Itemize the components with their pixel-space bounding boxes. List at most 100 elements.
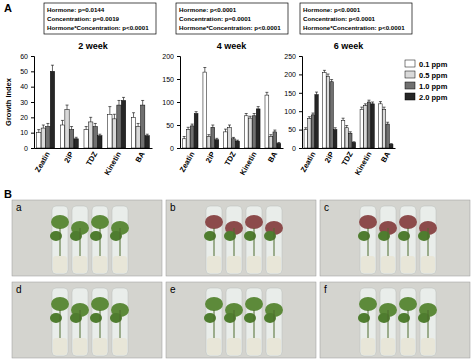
bar bbox=[211, 127, 215, 148]
error-bar bbox=[277, 142, 280, 144]
error-bar bbox=[61, 120, 64, 125]
tick-mark bbox=[299, 93, 302, 94]
tick-mark bbox=[31, 148, 34, 149]
error-bar bbox=[211, 125, 214, 127]
error-bar bbox=[379, 102, 382, 104]
tick-label: 20 bbox=[20, 114, 28, 121]
tick-label: 250 bbox=[284, 53, 296, 60]
legend-label: 0.5 ppm bbox=[419, 71, 448, 80]
error-bar bbox=[311, 113, 314, 115]
error-bar bbox=[352, 141, 355, 143]
medium bbox=[113, 338, 127, 355]
bar bbox=[326, 76, 329, 148]
error-bar bbox=[386, 122, 389, 124]
bar bbox=[341, 120, 344, 148]
stem bbox=[428, 228, 429, 256]
bar bbox=[390, 144, 393, 148]
error-bar bbox=[228, 125, 231, 127]
tick: 0 bbox=[24, 145, 34, 152]
tick-label: 150 bbox=[162, 76, 174, 83]
bar bbox=[136, 127, 140, 148]
bar bbox=[93, 127, 97, 148]
bar bbox=[244, 116, 248, 148]
chart: Hormone: p=0.0144Concentration: p=0.0019… bbox=[4, 3, 156, 177]
tick-mark bbox=[177, 125, 180, 126]
tick-mark bbox=[177, 102, 180, 103]
bar bbox=[386, 124, 389, 148]
tick-label: 2iP bbox=[323, 150, 336, 164]
tick: 60 bbox=[20, 53, 34, 60]
error-bar bbox=[269, 135, 272, 137]
medium bbox=[93, 338, 107, 355]
bar bbox=[50, 71, 54, 148]
plot: 0102030405060Zeatin2iPTDZKinetinBA bbox=[20, 53, 152, 177]
medium bbox=[247, 256, 261, 273]
tick-label: 0 bbox=[24, 145, 28, 152]
plant bbox=[359, 215, 377, 229]
tick-label: Zeatin bbox=[178, 150, 197, 174]
tick-label: BA bbox=[379, 150, 393, 164]
tick-label: 200 bbox=[162, 53, 174, 60]
tick-label: 30 bbox=[20, 99, 28, 106]
tick: Zeatin bbox=[299, 150, 318, 174]
stem bbox=[368, 228, 369, 256]
tick: 150 bbox=[162, 76, 180, 83]
bar bbox=[74, 139, 78, 148]
bar bbox=[349, 133, 352, 148]
error-bar bbox=[141, 100, 144, 105]
bar bbox=[382, 109, 385, 148]
error-bar bbox=[117, 100, 120, 105]
tick: 2iP bbox=[323, 150, 336, 164]
tick-mark bbox=[31, 102, 34, 103]
tick-mark bbox=[177, 79, 180, 80]
legend-label: 1.0 ppm bbox=[419, 82, 448, 91]
chart: Hormone: p<0.0001Concentration: p=0.0001… bbox=[162, 3, 288, 177]
axis-line bbox=[181, 148, 284, 149]
medium bbox=[401, 338, 415, 355]
tick-mark bbox=[31, 117, 34, 118]
photo-label: a bbox=[16, 202, 22, 213]
bar bbox=[352, 142, 355, 148]
legend-swatch bbox=[405, 82, 415, 89]
photo-background bbox=[320, 282, 470, 358]
bar bbox=[224, 132, 228, 148]
error-bar bbox=[349, 132, 352, 133]
stem bbox=[368, 310, 369, 338]
tick-mark bbox=[299, 74, 302, 75]
stem bbox=[254, 310, 255, 338]
bar bbox=[232, 139, 236, 148]
tick: 40 bbox=[20, 83, 34, 90]
x-axis: Zeatin2iPTDZKinetinBA bbox=[299, 149, 396, 177]
bar bbox=[304, 130, 307, 148]
bar bbox=[46, 127, 50, 148]
tick-mark bbox=[299, 130, 302, 131]
tick-label: 2iP bbox=[62, 150, 75, 164]
tick-label: 0 bbox=[292, 145, 296, 152]
stem bbox=[100, 228, 101, 256]
tick-label: 50 bbox=[166, 122, 174, 129]
bar bbox=[131, 117, 135, 148]
bar bbox=[145, 136, 149, 148]
bar bbox=[69, 130, 73, 148]
bar bbox=[277, 143, 281, 148]
error-bar bbox=[315, 92, 318, 95]
photo-label: b bbox=[170, 202, 176, 213]
error-bar bbox=[308, 117, 311, 119]
photo: e bbox=[166, 282, 316, 358]
tick-label: Zeatin bbox=[299, 150, 318, 174]
stat-box bbox=[176, 3, 288, 34]
error-bar bbox=[265, 92, 268, 95]
plant bbox=[205, 215, 223, 229]
annotation: Hormone*Concentration: p<0.0001 bbox=[47, 24, 149, 31]
medium bbox=[93, 256, 107, 273]
photo: c bbox=[320, 200, 470, 276]
stem bbox=[100, 310, 101, 338]
error-bar bbox=[249, 116, 252, 118]
stem bbox=[214, 310, 215, 338]
bar bbox=[265, 95, 269, 148]
photo: a bbox=[12, 200, 162, 276]
bar bbox=[37, 133, 41, 148]
bar bbox=[371, 104, 374, 148]
error-bar bbox=[371, 102, 374, 104]
bar bbox=[182, 139, 186, 148]
